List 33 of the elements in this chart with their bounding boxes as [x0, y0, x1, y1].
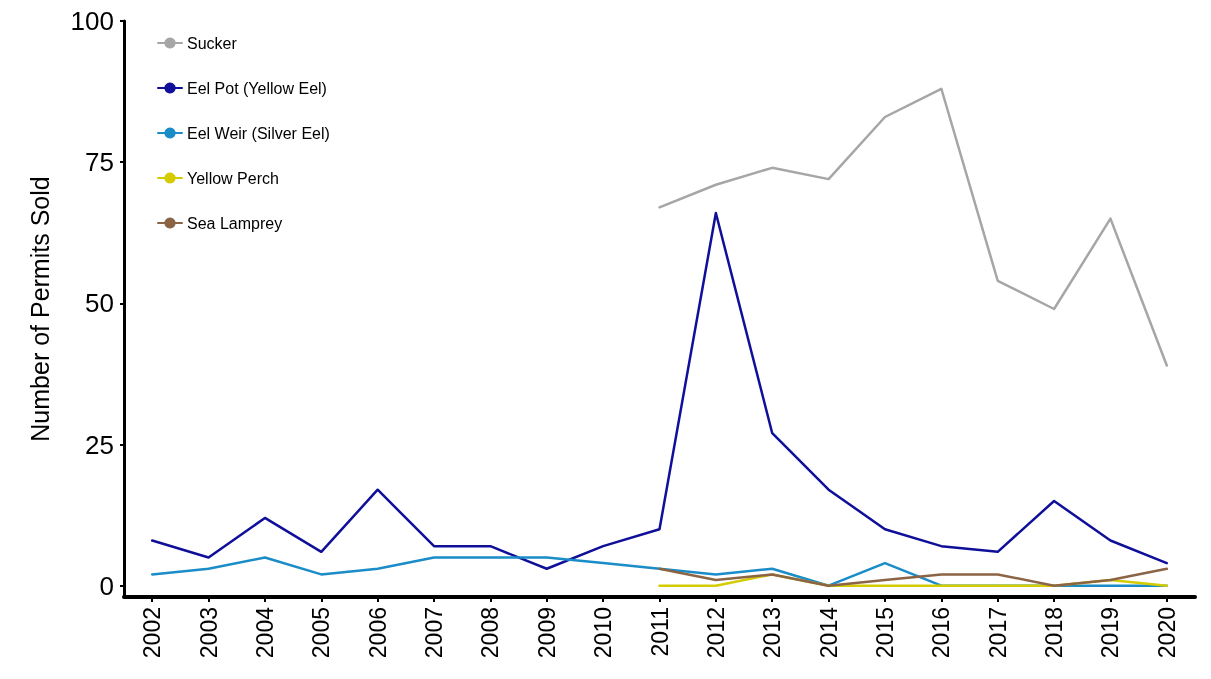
x-tick-label: 2017	[984, 607, 1011, 659]
legend-label: Yellow Perch	[187, 169, 279, 187]
x-tick-label: 2009	[533, 607, 560, 659]
x-tick-label: 2002	[139, 607, 166, 659]
line-series	[658, 87, 1169, 367]
x-tick-label: 2018	[1041, 607, 1068, 659]
legend-label: Eel Weir (Silver Eel)	[187, 124, 330, 142]
y-tick-label: 100	[70, 6, 114, 36]
x-tick-label: 2008	[477, 607, 504, 659]
y-tick-label: 75	[85, 147, 114, 178]
x-tick-label: 2004	[251, 606, 278, 659]
x-tick-label: 2012	[702, 607, 729, 659]
y-tick-label: 25	[85, 429, 114, 460]
y-tick-label: 50	[85, 288, 114, 319]
x-tick-label: 2020	[1153, 607, 1180, 659]
legend-label: Sea Lamprey	[187, 214, 283, 232]
x-tick-label: 2019	[1097, 607, 1124, 659]
x-tick-label: 2015	[871, 607, 898, 659]
x-tick-label: 2003	[195, 607, 222, 659]
x-tick-label: 2013	[759, 607, 786, 659]
x-tick-label: 2016	[928, 607, 955, 659]
x-tick-label: 2011	[646, 607, 673, 657]
legend-label: Sucker	[187, 34, 238, 52]
line-series	[658, 567, 1169, 587]
x-tick-label: 2005	[308, 607, 335, 659]
x-tick-label: 2014	[815, 606, 842, 659]
legend-label: Eel Pot (Yellow Eel)	[187, 79, 327, 97]
x-tick-label: 2006	[364, 607, 391, 659]
y-tick-label: 0	[99, 570, 114, 601]
line-series	[150, 211, 1169, 571]
x-tick-label: 2010	[590, 607, 617, 659]
y-axis-title: Number of Permits Sold	[25, 176, 54, 442]
x-tick-label: 2007	[421, 607, 448, 659]
